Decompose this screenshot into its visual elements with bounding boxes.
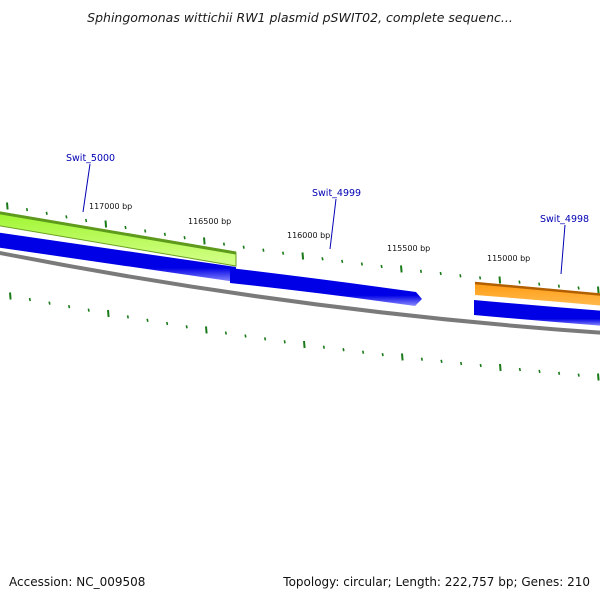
outer-minor-tick [577, 286, 580, 290]
outer-minor-tick [25, 207, 29, 212]
outer-minor-tick [380, 264, 383, 269]
inner-minor-tick [558, 371, 561, 375]
inner-major-tick [499, 363, 502, 372]
outer-minor-tick [360, 262, 363, 266]
tick-label-116500: 116500 bp [188, 217, 231, 226]
inner-major-tick [401, 353, 404, 361]
inner-minor-tick [362, 350, 365, 354]
inner-minor-tick [460, 361, 463, 366]
inner-minor-tick [381, 352, 384, 357]
outer-minor-tick [65, 215, 68, 219]
outer-minor-tick [557, 284, 560, 288]
inner-minor-tick [264, 337, 267, 341]
gene-label-swit-5000[interactable]: Swit_5000 [66, 153, 115, 164]
inner-major-tick [597, 373, 600, 381]
inner-minor-tick [68, 304, 71, 309]
outer-minor-tick [144, 229, 147, 233]
inner-minor-tick [420, 357, 423, 361]
gene-feature-swit-5000-edge [0, 211, 237, 255]
outer-minor-tick [242, 245, 245, 249]
gene-leader-swit-4999 [329, 198, 337, 250]
tick-label-117000: 117000 bp [89, 202, 132, 211]
outer-minor-tick [183, 236, 186, 240]
inner-minor-tick [87, 308, 90, 312]
outer-minor-tick [222, 242, 226, 246]
outer-major-tick [400, 265, 403, 273]
inner-minor-tick [166, 321, 169, 326]
inner-major-tick [9, 292, 12, 300]
inner-minor-tick [126, 315, 129, 319]
inner-minor-tick [479, 363, 482, 368]
inner-minor-tick [440, 359, 443, 363]
outer-minor-tick [124, 225, 127, 230]
gene-label-swit-4999[interactable]: Swit_4999 [312, 188, 361, 199]
inner-tick-ring [9, 292, 600, 381]
gene-label-swit-4998[interactable]: Swit_4998 [540, 214, 589, 225]
inner-minor-tick [518, 367, 521, 372]
inner-minor-tick [283, 340, 286, 344]
outer-minor-tick [479, 276, 482, 280]
outer-minor-tick [85, 218, 88, 223]
outer-minor-tick [321, 257, 324, 261]
outer-minor-tick [262, 248, 265, 252]
gene-leader-swit-4998 [560, 224, 566, 275]
outer-minor-tick [419, 269, 423, 273]
outer-major-tick [104, 220, 108, 228]
inner-minor-tick [185, 325, 188, 329]
outer-minor-tick [538, 282, 541, 286]
inner-minor-tick [538, 369, 541, 374]
gene-feature-swit-4998-edge [474, 281, 600, 296]
cds-arrow-swit-4999[interactable] [230, 268, 422, 306]
outer-minor-tick [45, 211, 48, 215]
outer-major-tick [6, 202, 9, 210]
tick-label-116000: 116000 bp [287, 231, 330, 240]
outer-major-tick [597, 286, 600, 294]
inner-minor-tick [244, 334, 247, 338]
inner-minor-tick [322, 345, 325, 349]
map-title: Sphingomonas wittichii RW1 plasmid pSWIT… [87, 10, 513, 25]
outer-major-tick [498, 276, 502, 284]
tick-label-115500: 115500 bp [387, 244, 430, 253]
inner-minor-tick [577, 373, 580, 377]
gene-feature-swit-4998[interactable] [475, 282, 600, 306]
outer-minor-tick [459, 274, 462, 278]
gene-leader-swit-5000 [82, 163, 91, 213]
outer-minor-tick [518, 280, 521, 284]
outer-tick-ring [6, 202, 600, 294]
accession-text: Accession: NC_009508 [9, 575, 145, 589]
inner-major-tick [205, 326, 208, 334]
inner-minor-tick [28, 297, 31, 302]
outer-major-tick [203, 237, 206, 245]
cds-arrow-swit-4998[interactable] [474, 300, 600, 326]
inner-major-tick [303, 340, 306, 349]
outer-minor-tick [341, 259, 344, 264]
outer-minor-tick [163, 232, 166, 236]
outer-minor-tick [282, 251, 285, 255]
inner-major-tick [107, 309, 110, 318]
cds-arrow-swit-5000[interactable] [0, 232, 236, 282]
outer-major-tick [301, 252, 305, 260]
backbone-line [0, 250, 600, 335]
outer-minor-tick [439, 271, 442, 276]
inner-minor-tick [224, 331, 227, 335]
inner-minor-tick [146, 318, 149, 322]
inner-minor-tick [48, 301, 51, 305]
tick-label-115000: 115000 bp [487, 254, 530, 263]
inner-minor-tick [342, 348, 345, 352]
sequence-summary-text: Topology: circular; Length: 222,757 bp; … [282, 575, 590, 589]
